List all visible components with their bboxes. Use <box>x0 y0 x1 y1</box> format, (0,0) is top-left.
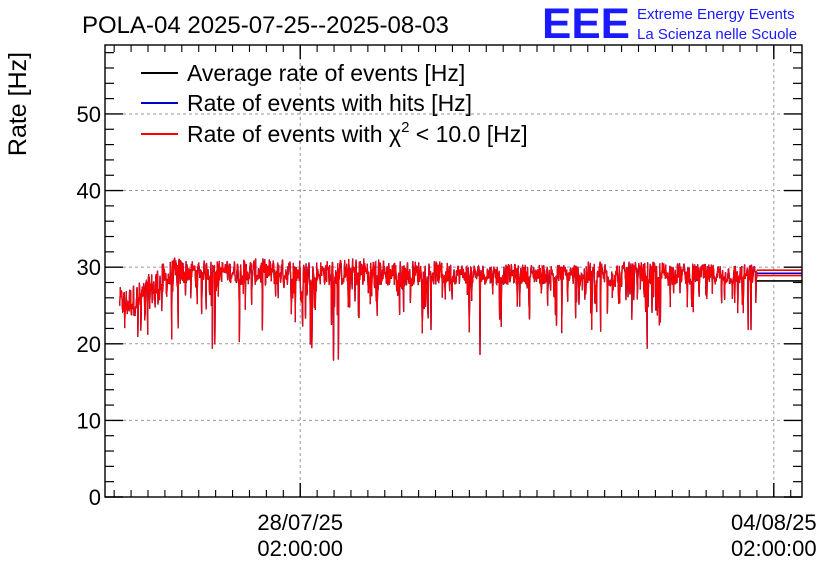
chart-title: POLA-04 2025-07-25--2025-08-03 <box>82 12 449 39</box>
y-tick-label: 0 <box>89 485 101 510</box>
x-tick-date-label: 28/07/25 <box>257 510 343 535</box>
eee-logo: EEE Extreme Energy Events La Scienza nel… <box>542 0 797 48</box>
y-tick-label: 40 <box>77 179 101 204</box>
legend-label: Rate of events with hits [Hz] <box>187 90 472 116</box>
axes: 0102030405028/07/2502:00:0004/08/2502:00… <box>77 45 817 561</box>
y-tick-label: 50 <box>77 102 101 127</box>
y-tick-label: 20 <box>77 332 101 357</box>
legend-label: Rate of events with χ2 < 10.0 [Hz] <box>187 119 528 147</box>
y-axis-label: Rate [Hz] <box>4 52 32 156</box>
logo-line-1: Extreme Energy Events <box>637 6 795 23</box>
x-tick-date-label: 04/08/25 <box>731 510 817 535</box>
plot-frame <box>104 44 803 498</box>
legend: Average rate of events [Hz] Rate of event… <box>141 60 528 147</box>
grid <box>105 45 802 497</box>
y-tick-label: 30 <box>77 255 101 280</box>
plot-area <box>119 257 802 361</box>
legend-label: Average rate of events [Hz] <box>187 60 465 86</box>
y-tick-label: 10 <box>77 408 101 433</box>
x-tick-time-label: 02:00:00 <box>731 536 817 561</box>
series-chi2-rate-line <box>119 257 758 361</box>
logo-line-2: La Scienza nelle Scuole <box>637 26 797 43</box>
logo-mark: EEE <box>542 0 630 48</box>
x-tick-time-label: 02:00:00 <box>257 536 343 561</box>
